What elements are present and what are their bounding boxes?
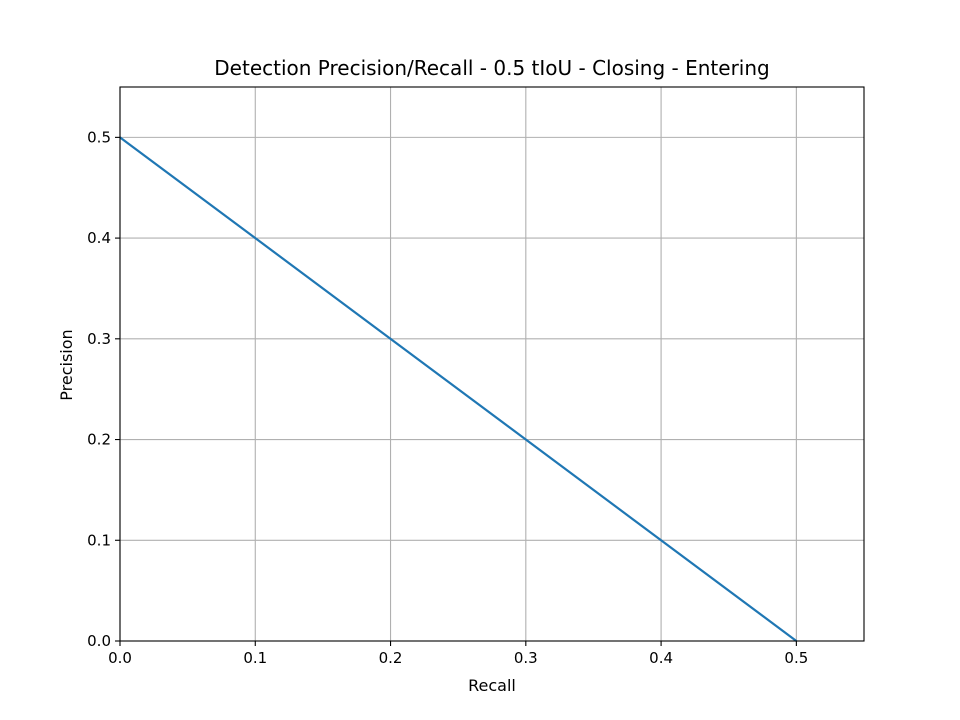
precision-recall-line [119, 136, 798, 642]
y-tick-label: 0.5 [87, 128, 111, 146]
x-tick-label: 0.0 [108, 649, 132, 667]
plot-frame [119, 86, 865, 642]
x-tick-label: 0.2 [379, 649, 403, 667]
y-tick-label: 0.4 [87, 229, 111, 247]
y-axis-label: Precision [57, 329, 76, 400]
ticks: 0.0 0.1 0.2 0.3 0.4 0.5 0.0 0.1 0.2 0.3 0.4 0.5 [87, 128, 808, 667]
y-tick-label: 0.3 [87, 330, 111, 348]
series-layer [119, 136, 798, 642]
x-tick-label: 0.4 [649, 649, 673, 667]
chart-title: Detection Precision/Recall - 0.5 tIoU - … [214, 56, 769, 80]
x-axis-label: Recall [468, 676, 516, 695]
x-tick-label: 0.3 [514, 649, 538, 667]
y-tick-label: 0.1 [87, 531, 111, 549]
x-tick-label: 0.5 [784, 649, 808, 667]
x-tick-label: 0.1 [243, 649, 267, 667]
y-tick-label: 0.2 [87, 431, 111, 449]
y-tick-label: 0.0 [87, 632, 111, 650]
